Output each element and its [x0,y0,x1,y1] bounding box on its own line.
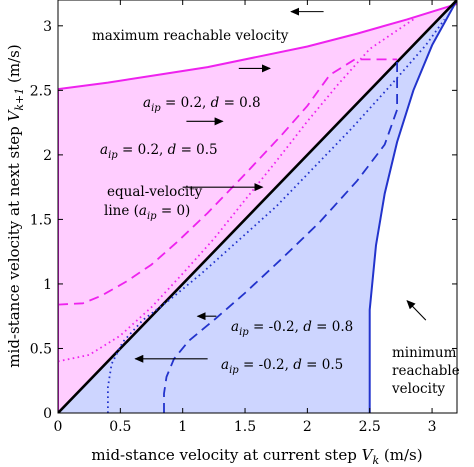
x-tick-label: 0.5 [109,419,131,435]
annotation-min-1: minimum [392,345,457,361]
annotation-upper-08: aip = 0.2, d = 0.8 [143,95,261,114]
series-group [58,0,457,413]
series-upper-08 [58,58,398,306]
x-tick-label: 0 [54,419,63,435]
arrow-a-min [406,299,427,321]
annotation-lower-05: aip = -0.2, d = 0.5 [221,357,343,376]
y-tick-label: 2 [43,148,52,164]
x-tick-label: 2.5 [359,419,381,435]
series-max [58,2,457,413]
x-tick-label: 1 [178,419,187,435]
series-lower-08 [163,58,399,413]
y-tick-label: 0 [43,406,52,422]
axis-ticks: 0 0.5 1 1.5 2 2.5 3 0 0.5 1 1.5 2 2.5 3 [30,0,457,435]
annotations: maximum reachable velocity aip = 0.2, d … [92,28,460,397]
annotation-upper-05: aip = 0.2, d = 0.5 [100,142,218,161]
annotation-max-reachable: maximum reachable velocity [92,28,289,44]
x-tick-label: 2 [303,419,312,435]
y-tick-label: 0.5 [30,341,52,357]
x-tick-label: 3 [428,419,437,435]
series-min [368,0,457,413]
y-tick-label: 3 [43,19,52,35]
x-axis-label: mid-stance velocity at current step Vk (… [91,446,422,467]
y-tick-label: 1.5 [30,212,52,228]
y-axis-label: mid-stance velocity at next step Vk+1 (m… [5,44,26,367]
annotation-min-2: reachable [392,363,460,379]
plot-frame [57,0,458,414]
series-equal [58,0,457,413]
x-tick-label: 1.5 [234,419,256,435]
annotation-equal-line-2: line (aip = 0) [104,203,190,222]
y-tick-label: 1 [43,277,52,293]
annotation-lower-08: aip = -0.2, d = 0.8 [231,319,353,338]
y-tick-label: 2.5 [30,83,52,99]
annotation-equal-line-1: equal-velocity [107,184,203,200]
annotation-min-3: velocity [391,381,445,397]
annotation-arrows [134,7,427,363]
